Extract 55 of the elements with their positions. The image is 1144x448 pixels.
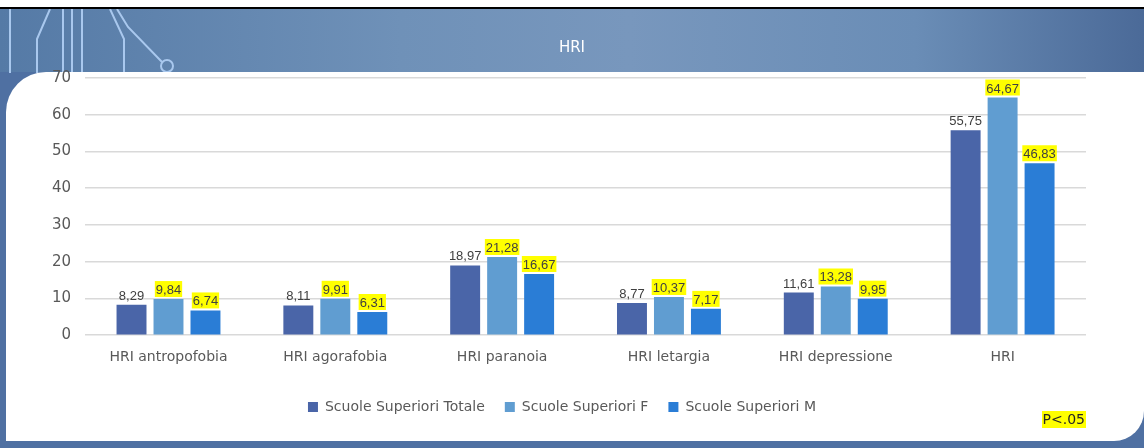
x-tick-label: HRI antropofobia [109, 348, 228, 365]
bar [320, 298, 351, 335]
data-label: 6,31 [359, 295, 385, 311]
x-tick-label: HRI agorafobia [283, 348, 388, 365]
bar [653, 297, 684, 335]
data-label: 8,77 [619, 285, 645, 301]
bar [116, 304, 147, 335]
legend-label: Scuole Superiori M [685, 397, 817, 414]
data-label: 18,97 [448, 248, 482, 264]
data-label: 8,11 [286, 288, 311, 304]
x-tick-label: HRI [990, 348, 1015, 365]
bar [283, 305, 314, 335]
bar [857, 298, 888, 335]
y-tick-label: 20 [51, 251, 72, 270]
bar [950, 130, 981, 335]
x-tick-label: HRI letargia [627, 348, 711, 365]
data-label: 11,61 [783, 275, 815, 291]
bar [820, 286, 851, 335]
data-label: 16,67 [522, 256, 556, 272]
data-label: 21,28 [485, 240, 519, 256]
data-label: 13,28 [819, 269, 853, 285]
y-tick-label: 40 [51, 178, 72, 197]
data-label: 7,17 [693, 291, 719, 307]
legend-label: Scuole Superiori F [521, 397, 649, 414]
y-tick-label: 30 [51, 214, 72, 233]
data-label: 55,75 [949, 113, 982, 129]
data-label: 8,29 [118, 287, 145, 303]
chart-title: HRI [557, 38, 587, 56]
y-tick-label: 70 [51, 67, 72, 86]
bar [357, 312, 388, 335]
data-label: 10,37 [652, 280, 686, 296]
data-label: 64,67 [986, 80, 1019, 96]
x-tick-label: HRI paranoia [456, 348, 548, 365]
text: P<.05 [1041, 411, 1086, 428]
legend-label: Scuole Superiori Totale [324, 397, 485, 414]
bar [987, 97, 1018, 335]
bar [783, 292, 814, 335]
data-label: 6,74 [192, 293, 219, 309]
bar [153, 299, 184, 335]
data-label: 9,95 [860, 281, 886, 297]
y-tick-label: 50 [51, 141, 72, 160]
bar [450, 265, 481, 335]
bar [190, 310, 221, 335]
data-label: 9,91 [322, 281, 348, 297]
y-tick-label: 60 [51, 104, 72, 123]
bar [690, 308, 721, 335]
bar [487, 257, 518, 335]
bar [1024, 163, 1055, 335]
x-tick-label: HRI depressione [778, 348, 893, 365]
bar [524, 273, 555, 335]
data-label: 9,84 [155, 282, 182, 298]
bar [617, 302, 647, 335]
y-tick-label: 0 [61, 325, 72, 344]
data-label: 46,83 [1023, 146, 1056, 162]
y-tick-label: 10 [51, 288, 72, 307]
